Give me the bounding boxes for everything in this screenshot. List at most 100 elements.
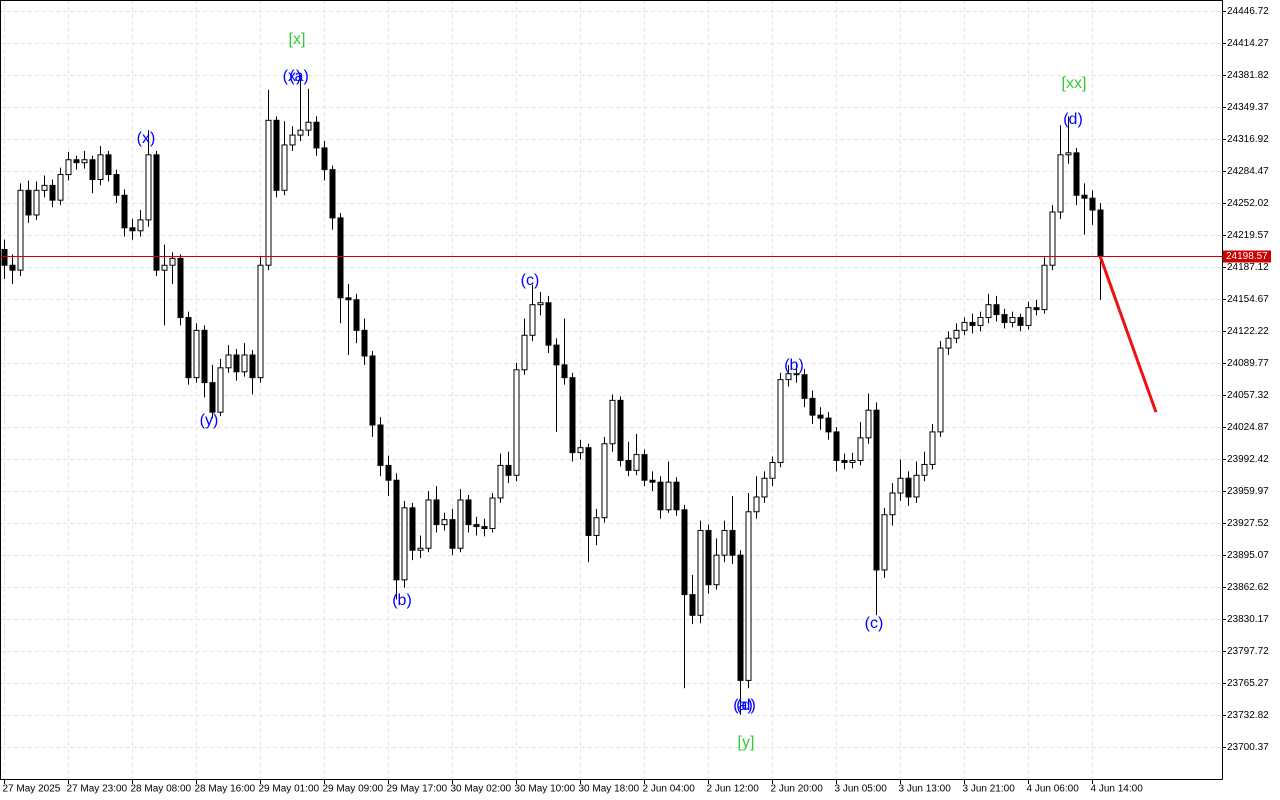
y-tick-label: 23895.07: [1227, 550, 1269, 561]
y-tick-label: 24122.22: [1227, 326, 1269, 337]
candle-body: [761, 477, 768, 498]
wave-label: (d): [1063, 111, 1083, 128]
candle-body: [601, 443, 608, 519]
candle-body: [969, 321, 976, 326]
candle-body: [873, 409, 880, 571]
price-label: 24198.57: [1226, 251, 1268, 262]
candle-body: [593, 517, 600, 536]
candle-body: [393, 479, 400, 581]
candle-body: [905, 477, 912, 498]
candle-body: [1025, 307, 1032, 326]
candle-body: [897, 477, 904, 494]
candle-body: [137, 219, 144, 232]
y-tick-label: 24089.77: [1227, 358, 1269, 369]
candle-body: [49, 184, 56, 201]
candle-body: [185, 317, 192, 379]
overlay: [x](x)(a)(x)(y)(b)(c)(b)(a)(d)[y](c)[xx]…: [0, 31, 1222, 751]
candle-body: [649, 479, 656, 483]
candle-body: [113, 174, 120, 196]
candle-body: [713, 554, 720, 586]
y-tick-label: 24252.02: [1227, 198, 1269, 209]
x-tick-label: 3 Jun 13:00: [899, 784, 952, 795]
candle-body: [609, 399, 616, 445]
candle-body: [17, 189, 24, 271]
candle-body: [409, 507, 416, 551]
candle-body: [241, 354, 248, 373]
candle-body: [545, 302, 552, 346]
candle-body: [489, 497, 496, 530]
candle-body: [1057, 154, 1064, 213]
candle-body: [289, 134, 296, 146]
wave-label: (c): [521, 272, 540, 289]
candle-body: [57, 174, 64, 201]
candle-body: [257, 264, 264, 379]
candle-body: [161, 264, 168, 271]
candle-body: [865, 409, 872, 439]
candle-body: [945, 337, 952, 349]
candle-body: [401, 507, 408, 581]
candle-body: [745, 511, 752, 681]
candle-body: [665, 481, 672, 511]
x-tick-label: 2 Jun 12:00: [707, 784, 760, 795]
candle-body: [33, 189, 40, 216]
candle-body: [337, 217, 344, 299]
wave-label: (a): [289, 68, 309, 85]
x-tick-label: 30 May 02:00: [451, 784, 512, 795]
candle-body: [193, 329, 200, 379]
x-tick-label: 28 May 16:00: [195, 784, 256, 795]
candle-body: [681, 509, 688, 596]
candle-body: [777, 379, 784, 463]
candle-body: [657, 481, 664, 511]
candle-body: [1065, 152, 1072, 156]
candle-body: [65, 159, 72, 176]
candle-body: [233, 354, 240, 373]
x-tick-label: 4 Jun 14:00: [1091, 784, 1144, 795]
x-tick-label: 4 Jun 06:00: [1027, 784, 1080, 795]
candle-body: [25, 189, 32, 216]
candle-body: [697, 530, 704, 616]
y-tick-label: 23862.62: [1227, 582, 1269, 593]
candle-body: [689, 594, 696, 616]
candle-body: [313, 121, 320, 149]
candle-body: [177, 257, 184, 319]
candle-body: [1033, 307, 1040, 311]
candle-body: [89, 159, 96, 180]
candle-body: [105, 154, 112, 176]
candle-body: [913, 474, 920, 498]
candle-body: [425, 499, 432, 549]
wave-label: (y): [200, 412, 219, 429]
candle-body: [641, 454, 648, 481]
x-tick-label: 2 Jun 04:00: [643, 784, 696, 795]
candle-body: [41, 184, 48, 191]
candle-body: [345, 297, 352, 301]
y-tick-label: 24284.47: [1227, 166, 1269, 177]
y-tick-label: 24057.32: [1227, 390, 1269, 401]
candle-body: [809, 397, 816, 416]
candle-body: [81, 159, 88, 164]
candle-body: [841, 459, 848, 463]
x-tick-label: 2 Jun 20:00: [771, 784, 824, 795]
candle-body: [433, 499, 440, 526]
candle-body: [721, 530, 728, 556]
candle-body: [305, 121, 312, 131]
x-tick-label: 27 May 2025: [3, 784, 61, 795]
candle-body: [281, 144, 288, 191]
y-tick-label: 24219.57: [1227, 230, 1269, 241]
candle-body: [153, 154, 160, 271]
candle-body: [297, 129, 304, 136]
candle-body: [889, 492, 896, 516]
y-tick-label: 23927.52: [1227, 518, 1269, 529]
candle-body: [1017, 317, 1024, 326]
candle-body: [217, 367, 224, 413]
candle-body: [505, 464, 512, 476]
candle-body: [793, 373, 800, 376]
candle-body: [801, 374, 808, 399]
candle-body: [1009, 317, 1016, 323]
y-tick-label: 23765.27: [1227, 678, 1269, 689]
wave-label: (x): [137, 130, 156, 147]
wave-label: (c): [865, 615, 884, 632]
candle-body: [673, 481, 680, 511]
candle-body: [705, 530, 712, 586]
candle-body: [1097, 209, 1104, 257]
